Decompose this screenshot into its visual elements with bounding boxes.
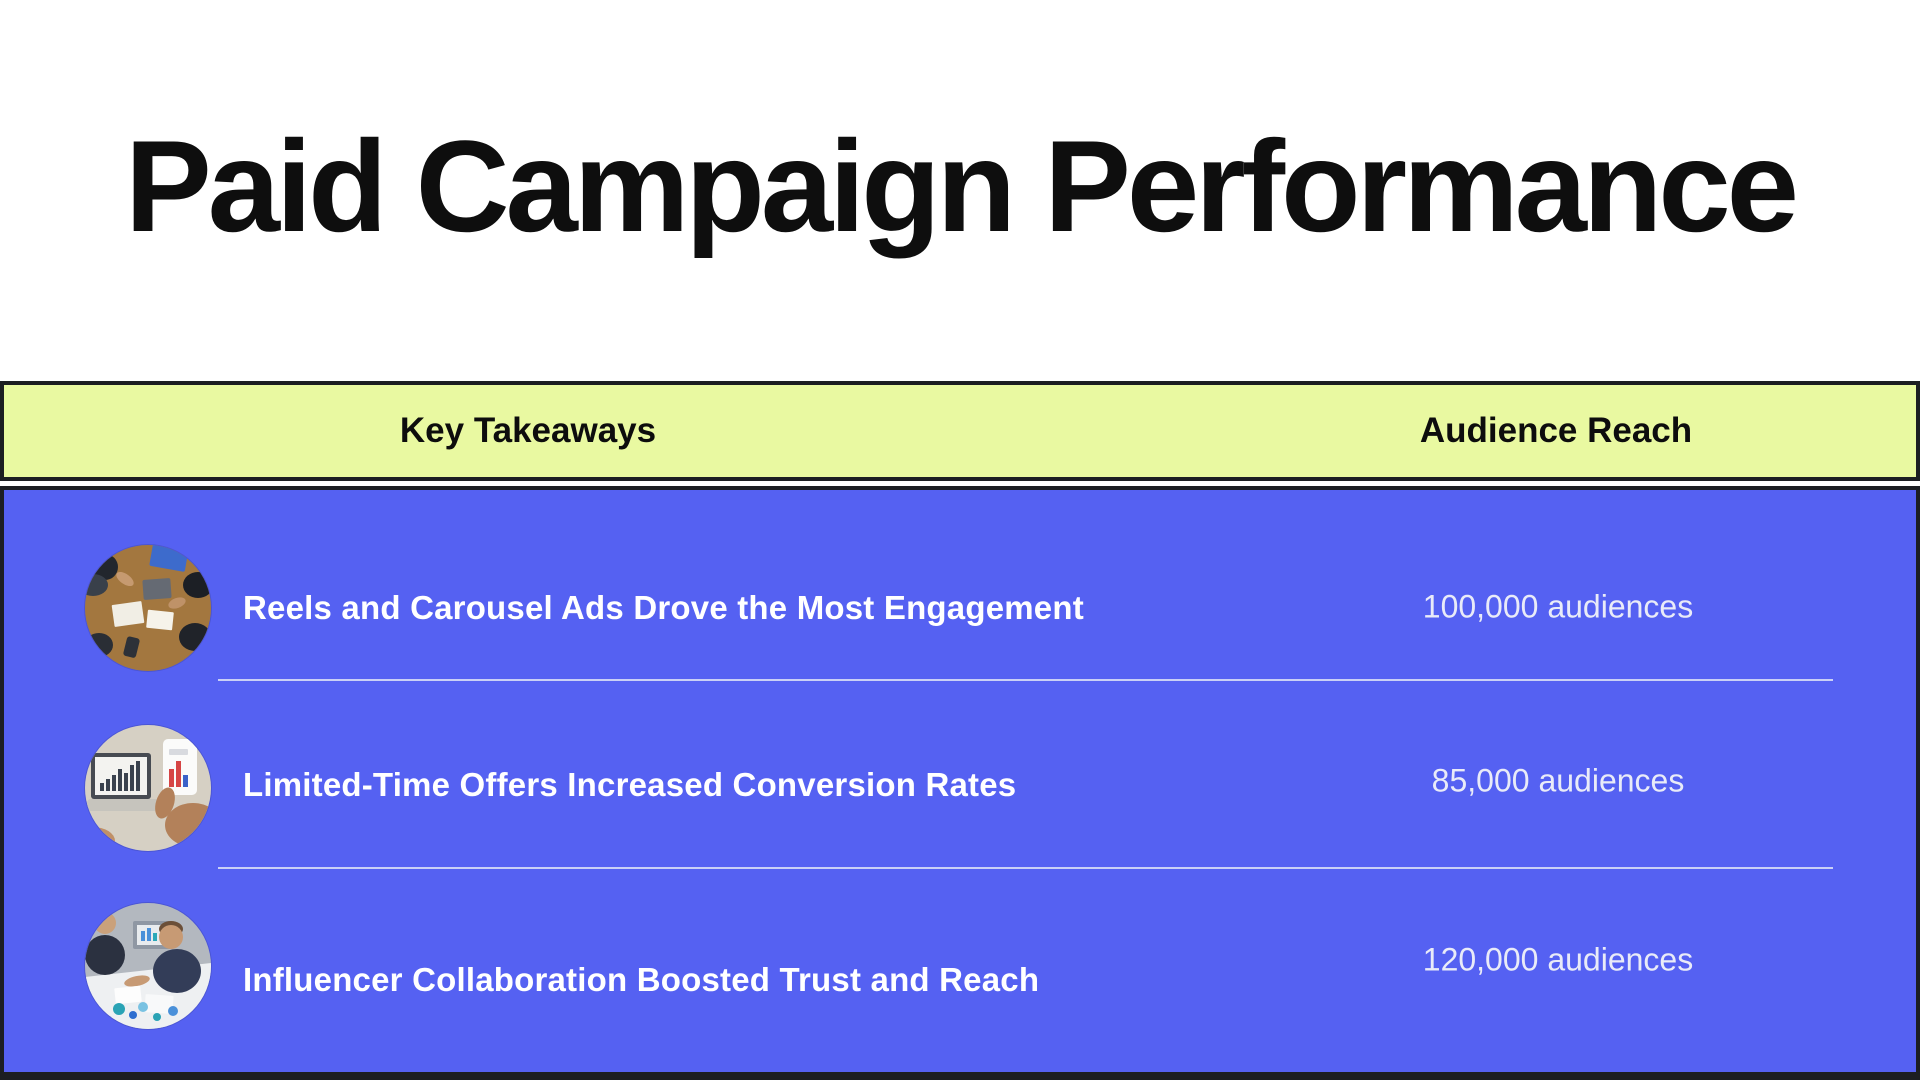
reach-value: 100,000 audiences [1422, 588, 1694, 625]
table-row: Influencer Collaboration Boosted Trust a… [4, 870, 1916, 1072]
table-header-row: Key Takeaways Audience Reach [0, 381, 1920, 481]
takeaway-text: Influencer Collaboration Boosted Trust a… [243, 961, 1040, 998]
laptop-sales-charts-illustration [85, 725, 211, 851]
table-row: Limited-Time Offers Increased Conversion… [4, 682, 1916, 868]
team-meeting-overhead-illustration [85, 545, 211, 671]
takeaway-text: Limited-Time Offers Increased Conversion… [243, 766, 1017, 803]
reach-value: 120,000 audiences [1422, 941, 1694, 978]
laptop-sales-charts-photo [85, 725, 211, 851]
team-meeting-overhead-photo [85, 545, 211, 671]
page-title: Paid Campaign Performance [125, 113, 1799, 259]
row-divider [218, 679, 1833, 681]
takeaway-text: Reels and Carousel Ads Drove the Most En… [243, 589, 1084, 626]
header-cell-audience-reach: Audience Reach [1419, 411, 1693, 450]
table-body: Reels and Carousel Ads Drove the Most En… [0, 486, 1920, 1080]
reach-value: 85,000 audiences [1431, 762, 1685, 799]
table-row: Reels and Carousel Ads Drove the Most En… [4, 490, 1916, 680]
colleagues-analytics-illustration [85, 903, 211, 1029]
row-divider [218, 867, 1833, 869]
colleagues-analytics-photo [85, 903, 211, 1029]
header-cell-key-takeaways: Key Takeaways [399, 411, 657, 450]
